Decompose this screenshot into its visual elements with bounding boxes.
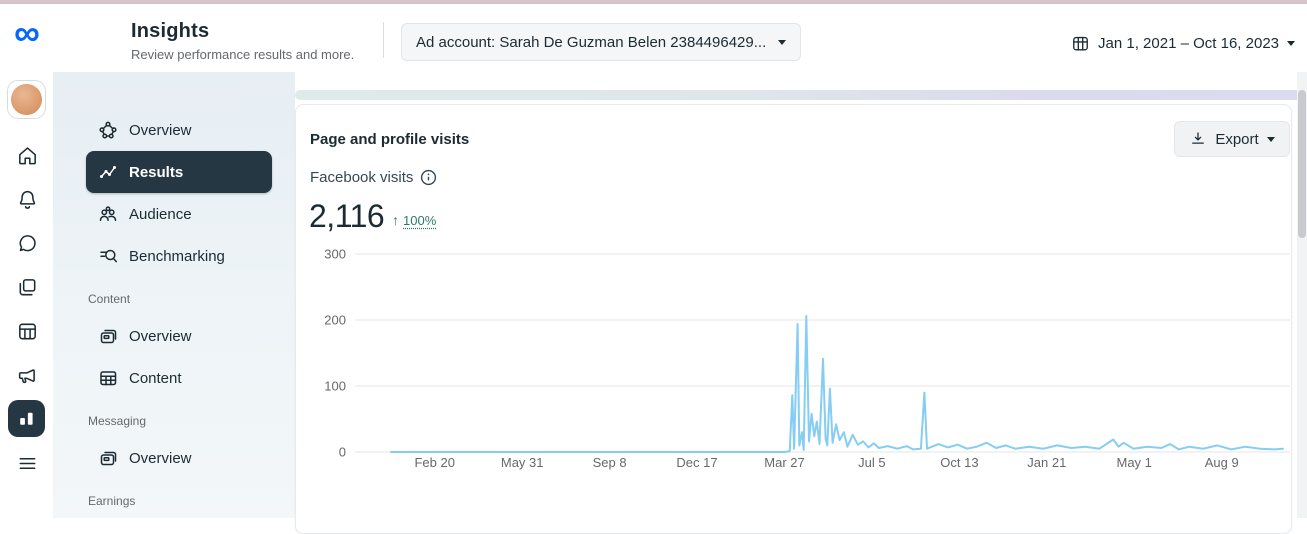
insights-barchart-icon[interactable]: [8, 400, 45, 437]
home-icon[interactable]: [15, 143, 39, 167]
sidebar-item-label: Overview: [129, 122, 192, 139]
posts-copy-icon[interactable]: [15, 275, 39, 299]
svg-text:300: 300: [324, 247, 346, 262]
up-arrow-icon: ↑: [392, 212, 399, 228]
svg-text:Sep 8: Sep 8: [593, 455, 627, 470]
change-percent: 100%: [403, 213, 436, 228]
meta-logo-icon[interactable]: ∞: [6, 12, 48, 54]
search-lines-icon: [98, 246, 118, 266]
metric-label-text: Facebook visits: [310, 169, 413, 186]
sidebar-item-label: Results: [129, 164, 183, 181]
metric-value: 2,116: [309, 198, 384, 235]
insights-sidebar: Overview Results Audience Benchmarking C…: [53, 72, 295, 518]
svg-text:May 1: May 1: [1116, 455, 1151, 470]
date-range-picker[interactable]: Jan 1, 2021 – Oct 16, 2023: [1071, 30, 1295, 56]
calendar-icon: [1071, 34, 1090, 53]
download-icon: [1189, 130, 1207, 148]
sidebar-item-messaging-overview[interactable]: Overview: [86, 437, 272, 479]
sidebar-item-label: Overview: [129, 328, 192, 345]
planner-grid-icon[interactable]: [15, 319, 39, 343]
sidebar-section-content: Content: [88, 291, 272, 307]
app-rail: ∞: [0, 4, 53, 518]
svg-text:May 31: May 31: [501, 455, 544, 470]
info-icon[interactable]: [420, 169, 437, 186]
pages-card-icon: [98, 326, 118, 346]
all-tools-menu-icon[interactable]: [15, 451, 39, 475]
profile-avatar[interactable]: [7, 80, 46, 119]
svg-text:Jan 21: Jan 21: [1027, 455, 1066, 470]
export-label: Export: [1215, 131, 1258, 148]
chevron-down-icon: [1287, 41, 1295, 46]
metric-change[interactable]: ↑ 100%: [392, 212, 436, 228]
scrolled-card-edge: [295, 90, 1307, 100]
sidebar-section-earnings: Earnings: [88, 493, 272, 509]
ads-megaphone-icon[interactable]: [15, 363, 39, 387]
people-group-icon: [98, 204, 118, 224]
pages-card-icon: [98, 448, 118, 468]
svg-text:200: 200: [324, 313, 346, 328]
sidebar-item-overview[interactable]: Overview: [86, 109, 272, 151]
network-nodes-icon: [98, 120, 118, 140]
sidebar-item-results[interactable]: Results: [86, 151, 272, 193]
sidebar-item-content-overview[interactable]: Overview: [86, 315, 272, 357]
notifications-bell-icon[interactable]: [15, 187, 39, 211]
svg-text:0: 0: [339, 445, 346, 460]
svg-text:Oct 13: Oct 13: [940, 455, 978, 470]
card-title: Page and profile visits: [310, 131, 469, 148]
svg-text:Aug 9: Aug 9: [1205, 455, 1239, 470]
chevron-down-icon: [1267, 137, 1275, 142]
export-button[interactable]: Export: [1174, 121, 1290, 157]
page-header: Insights Review performance results and …: [53, 4, 1307, 72]
sidebar-item-audience[interactable]: Audience: [86, 193, 272, 235]
avatar-image: [11, 84, 42, 115]
table-grid-icon: [98, 368, 118, 388]
sidebar-item-label: Overview: [129, 450, 192, 467]
page-title: Insights: [131, 20, 209, 43]
page-subtitle: Review performance results and more.: [131, 47, 354, 62]
visits-chart-svg: 0 100 200 300 Feb 20 May 31 Sep 8 Dec 17 Mar 27 J…: [320, 244, 1290, 479]
sidebar-section-messaging: Messaging: [88, 413, 272, 429]
header-divider: [383, 22, 384, 58]
sidebar-item-label: Content: [129, 370, 182, 387]
sidebar-item-label: Benchmarking: [129, 248, 225, 265]
sidebar-item-content-content[interactable]: Content: [86, 357, 272, 399]
messages-chat-icon[interactable]: [15, 231, 39, 255]
svg-text:Feb 20: Feb 20: [414, 455, 454, 470]
vertical-scrollbar-thumb[interactable]: [1298, 90, 1306, 238]
ad-account-label: Ad account: Sarah De Guzman Belen 238449…: [416, 34, 766, 51]
date-range-label: Jan 1, 2021 – Oct 16, 2023: [1098, 35, 1279, 52]
svg-text:Mar 27: Mar 27: [764, 455, 804, 470]
metric-label: Facebook visits: [310, 169, 437, 186]
ad-account-dropdown[interactable]: Ad account: Sarah De Guzman Belen 238449…: [401, 23, 801, 61]
sidebar-item-label: Audience: [129, 206, 192, 223]
sidebar-item-benchmarking[interactable]: Benchmarking: [86, 235, 272, 277]
svg-text:Dec 17: Dec 17: [676, 455, 717, 470]
svg-text:Jul 5: Jul 5: [858, 455, 885, 470]
svg-text:100: 100: [324, 379, 346, 394]
trend-line-icon: [98, 162, 118, 182]
chevron-down-icon: [778, 40, 786, 45]
